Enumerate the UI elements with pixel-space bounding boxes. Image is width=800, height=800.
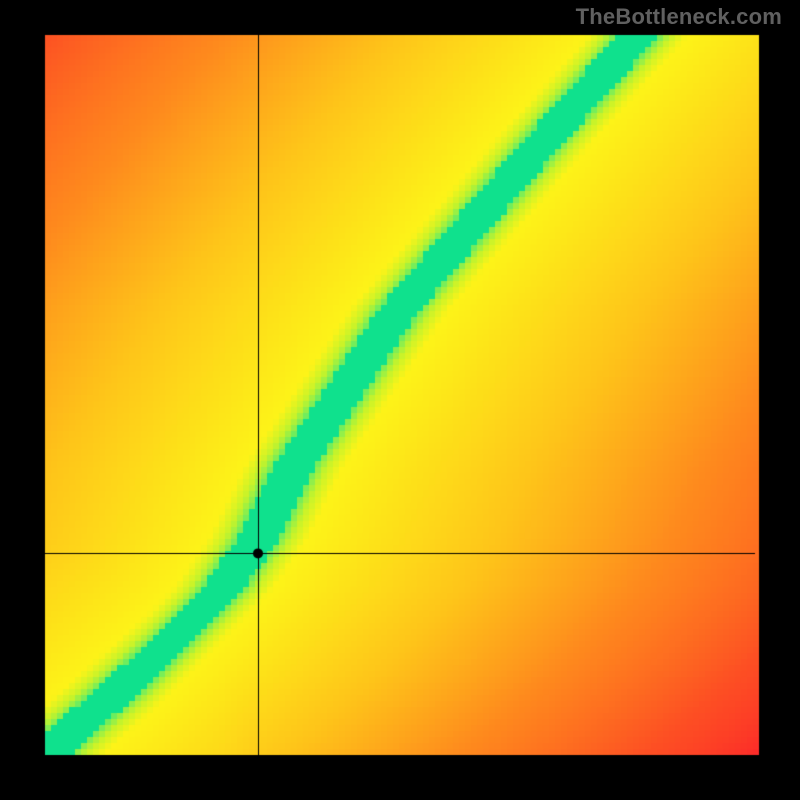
watermark-label: TheBottleneck.com [576,4,782,30]
chart-container: TheBottleneck.com [0,0,800,800]
bottleneck-heatmap [0,0,800,800]
